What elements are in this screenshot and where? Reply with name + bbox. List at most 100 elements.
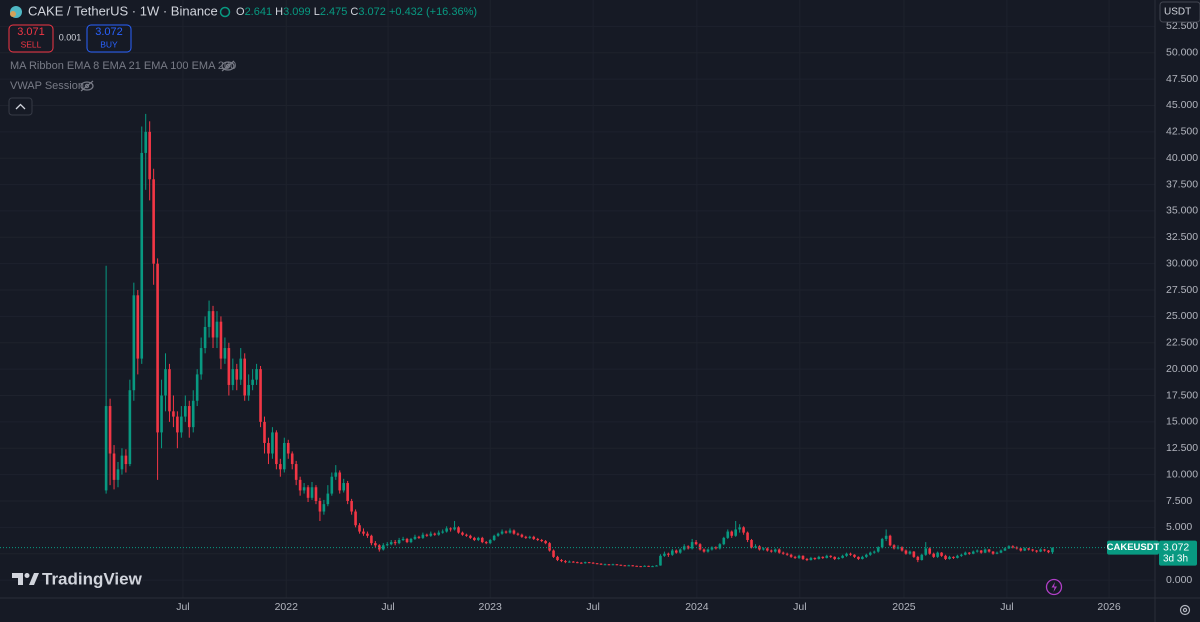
spread: 0.001 (59, 32, 82, 42)
candle-body (698, 544, 702, 550)
candle-body (952, 556, 955, 558)
sell-label[interactable]: SELL (21, 39, 42, 49)
candle-body (738, 527, 741, 530)
settings-icon[interactable] (1179, 604, 1191, 616)
candle-body (366, 533, 369, 536)
y-tick-label: 25.000 (1166, 310, 1198, 322)
candle-body (888, 535, 892, 546)
candle-body (215, 321, 219, 338)
buy-box[interactable] (86, 24, 132, 53)
candle-body (587, 562, 591, 564)
candle-body (702, 549, 706, 552)
candle-body (370, 535, 373, 544)
y-tick-label: 42.500 (1166, 126, 1198, 138)
hidden-icon[interactable] (80, 80, 94, 92)
indicator-label[interactable]: VWAP Session (10, 80, 84, 92)
candle-body (207, 311, 211, 327)
candle-body (865, 554, 868, 557)
candle-body (164, 369, 167, 396)
currency[interactable]: USDT (1164, 7, 1191, 18)
candle-body (508, 530, 512, 533)
candle-body (112, 453, 116, 480)
ohlc-value: 2.475 (320, 6, 348, 18)
candle-body (492, 535, 496, 540)
y-tick-label: 27.500 (1166, 284, 1198, 296)
candle-body (231, 369, 235, 385)
candle-body (766, 548, 769, 551)
x-tick-label: 2025 (892, 601, 916, 613)
candle-body (532, 536, 536, 539)
candle-body (726, 531, 730, 538)
ohlc-value: 3.099 (283, 6, 311, 18)
candle-body (627, 565, 631, 567)
candle-body (255, 369, 258, 380)
candle-body (108, 406, 112, 454)
candle-body (314, 487, 318, 501)
sell-button[interactable]: 3.071 SELL (8, 24, 54, 53)
candle-body (623, 565, 627, 567)
candle-body (730, 531, 734, 536)
candle-body (104, 406, 108, 491)
candle-body (639, 566, 642, 568)
candle-body (956, 555, 959, 558)
buy-label[interactable]: BUY (100, 39, 118, 49)
candle-body (195, 374, 199, 401)
candle-body (156, 263, 159, 433)
buy-button[interactable]: 3.072 BUY (86, 24, 132, 53)
candle-body (964, 552, 967, 555)
symbol-icon (10, 6, 22, 18)
indicator-label[interactable]: MA Ribbon EMA 8 EMA 21 EMA 100 EMA 200 (10, 60, 236, 72)
candle-body (338, 472, 342, 491)
candle-body (924, 548, 928, 555)
candle-body (1039, 549, 1042, 552)
y-tick-label: 12.500 (1166, 442, 1198, 454)
candle-body (742, 527, 745, 533)
price-tag-box (1159, 540, 1197, 566)
candle-body (473, 537, 476, 540)
collapse-button[interactable] (8, 97, 33, 116)
candle-body (805, 558, 809, 561)
sell-box[interactable] (8, 24, 54, 53)
candle-body (797, 555, 801, 558)
market-status (219, 6, 231, 18)
candle-body (397, 539, 401, 544)
candle-body (263, 421, 266, 443)
candle-body (401, 538, 405, 540)
candle-body (975, 550, 979, 552)
sell-price[interactable]: 3.071 (17, 26, 45, 38)
candle-body (583, 562, 587, 564)
candle-body (686, 546, 690, 549)
candle-body (389, 542, 393, 545)
candle-body (607, 564, 611, 566)
y-tick-label: 40.000 (1166, 152, 1198, 164)
candle-body (690, 542, 694, 549)
candle-body (595, 563, 599, 565)
candle-body (306, 487, 310, 498)
candle-body (298, 479, 302, 491)
buy-price[interactable]: 3.072 (95, 26, 123, 38)
candle-body (948, 556, 951, 559)
candle-body (488, 539, 492, 544)
hidden-icon[interactable] (221, 60, 235, 72)
candle-body (500, 531, 504, 534)
candle-body (239, 358, 243, 380)
candle-body (437, 532, 441, 535)
candle-body (880, 538, 884, 548)
candle-body (560, 560, 563, 562)
alert-icon[interactable] (1045, 578, 1063, 596)
y-tick-label: 52.500 (1166, 20, 1198, 32)
candle-body (908, 551, 912, 554)
candle-body (568, 561, 571, 563)
candle-body (694, 542, 698, 545)
candle-body (346, 483, 349, 501)
y-tick-label: 17.500 (1166, 389, 1198, 401)
candle-body (647, 565, 650, 567)
candle-body (457, 527, 460, 533)
candle-body (148, 131, 151, 180)
currency-button[interactable]: USDT (1159, 1, 1200, 23)
y-tick-label: 0.000 (1166, 574, 1192, 586)
candle-body (619, 564, 623, 566)
candle-body (706, 549, 710, 552)
ohlc-value: 3.072 (358, 6, 386, 18)
candle-body (290, 453, 294, 465)
